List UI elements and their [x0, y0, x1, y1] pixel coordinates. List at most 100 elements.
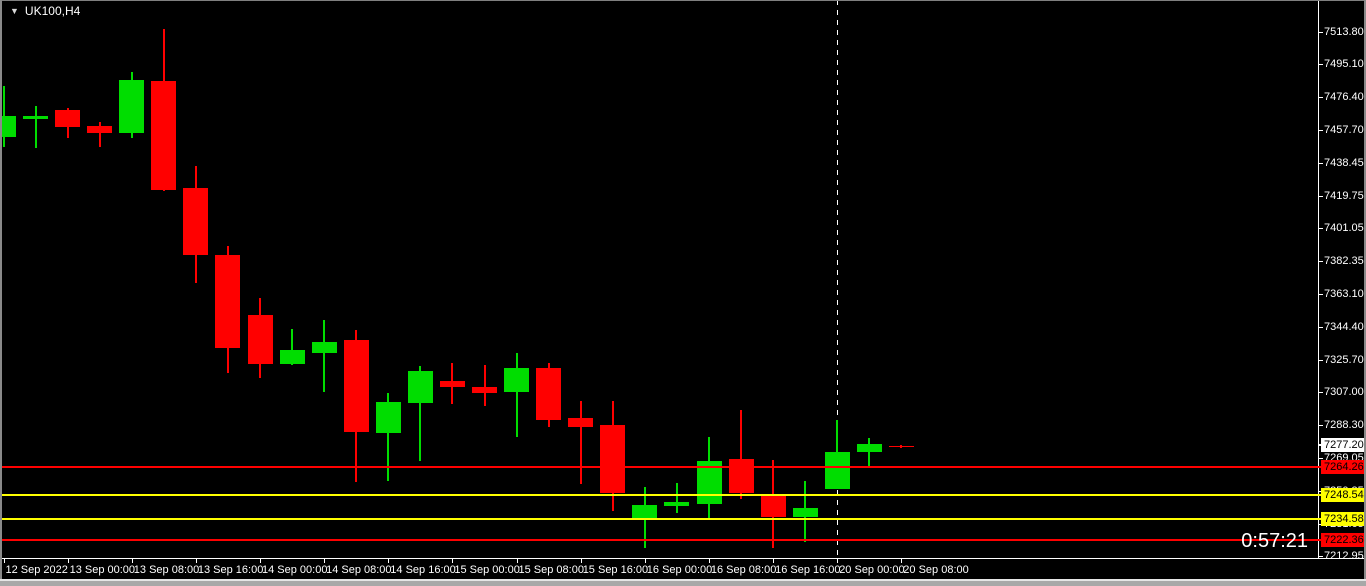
candle-body	[536, 367, 562, 420]
window-border-bottom[interactable]	[0, 579, 1366, 586]
candle-body	[760, 494, 786, 517]
time-tick	[67, 559, 69, 563]
price-tick-label: 7288.30	[1324, 418, 1364, 431]
time-tick	[516, 559, 518, 563]
candle-body	[856, 444, 882, 453]
price-level-line[interactable]	[0, 539, 1318, 542]
price-tick-label: 7457.70	[1324, 123, 1364, 136]
price-line-axis-dash	[1318, 466, 1321, 469]
time-tick-label: 13 Sep 16:00	[197, 564, 264, 576]
symbol-text: UK100,H4	[24, 4, 81, 18]
time-tick-label: 16 Sep 08:00	[710, 564, 777, 576]
candle-wick	[98, 121, 101, 147]
time-tick-label: 16 Sep 00:00	[646, 564, 713, 576]
price-tick	[1319, 359, 1323, 361]
time-tick-label: 14 Sep 00:00	[262, 564, 328, 576]
candle-wick	[34, 106, 37, 149]
time-tick-label: 15 Sep 00:00	[454, 564, 520, 576]
price-tick	[1319, 64, 1323, 66]
candle-body	[568, 418, 594, 427]
candle-body	[632, 505, 658, 520]
current-price-label: 7277.20	[1321, 437, 1366, 452]
time-tick	[324, 559, 326, 563]
candle-wick	[675, 483, 678, 514]
candle-wick	[419, 365, 422, 461]
time-tick-label: 15 Sep 16:00	[582, 564, 649, 576]
price-tick-label: 7495.10	[1324, 58, 1364, 71]
candle-body	[343, 339, 369, 432]
candle-body	[55, 110, 81, 128]
candle-wick	[740, 410, 743, 500]
candle-body	[247, 315, 273, 364]
candle-body	[215, 255, 241, 349]
candle-body	[311, 341, 337, 354]
candle-wick	[515, 353, 518, 438]
candle-body	[279, 349, 305, 364]
price-tick-label: 7401.05	[1324, 222, 1364, 235]
dropdown-triangle-icon: ▼	[10, 6, 19, 16]
time-tick	[644, 559, 646, 563]
candle-body	[87, 126, 113, 133]
price-tick-label: 7212.95	[1324, 550, 1364, 563]
price-tick	[1319, 458, 1323, 460]
candle-body	[728, 459, 754, 494]
time-tick	[837, 559, 839, 563]
price-line-label: 7222.36	[1321, 533, 1366, 548]
time-tick	[3, 559, 5, 563]
time-tick-label: 14 Sep 16:00	[390, 564, 456, 576]
price-level-line[interactable]	[0, 517, 1318, 520]
price-tick	[1319, 31, 1323, 33]
price-tick-label: 7382.35	[1324, 254, 1364, 267]
price-line-axis-dash	[1318, 493, 1321, 496]
price-tick-label: 7344.40	[1324, 321, 1364, 334]
window-border-top	[0, 0, 1366, 1]
candle-body	[664, 502, 690, 506]
time-tick	[901, 559, 903, 563]
candle-body	[439, 380, 465, 388]
price-tick	[1319, 556, 1323, 558]
price-tick	[1319, 294, 1323, 296]
time-tick-label: 12 Sep 2022	[5, 564, 68, 576]
price-tick	[1319, 195, 1323, 197]
time-tick	[708, 559, 710, 563]
candle-body	[472, 387, 498, 394]
period-separator-line	[837, 0, 838, 558]
price-level-line[interactable]	[0, 466, 1318, 469]
window-border-left	[0, 0, 2, 580]
candle-body	[600, 425, 626, 493]
candle-body	[504, 368, 530, 392]
candle-body	[119, 80, 145, 134]
price-line-label: 7248.54	[1321, 487, 1366, 502]
price-tick-label: 7419.75	[1324, 189, 1364, 202]
candle-body	[23, 115, 49, 119]
window-border-right	[1364, 0, 1366, 580]
price-tick	[1319, 96, 1323, 98]
candle-body	[151, 80, 177, 191]
price-axis[interactable]: 7513.80 7495.10 7476.40 7457.70 7438.45 7419.…	[1318, 0, 1366, 562]
time-tick-label: 20 Sep 08:00	[903, 564, 969, 576]
time-axis-line	[0, 558, 1366, 559]
symbol-period-label[interactable]: ▼ UK100,H4	[10, 4, 80, 18]
candle-body	[0, 115, 16, 137]
candle-body	[888, 445, 914, 448]
time-tick	[260, 559, 261, 563]
current-price-axis-dash	[1318, 443, 1321, 446]
time-tick-label: 13 Sep 08:00	[133, 564, 200, 576]
time-axis[interactable]: 12 Sep 2022 13 Sep 00:00 13 Sep 08:00 13 Se…	[0, 558, 1366, 579]
price-level-line[interactable]	[0, 493, 1318, 496]
price-line-axis-dash	[1318, 539, 1321, 542]
time-tick	[195, 559, 197, 563]
time-tick-label: 20 Sep 00:00	[839, 564, 905, 576]
candle-body	[375, 401, 401, 434]
price-tick	[1319, 424, 1323, 426]
price-tick-label: 7307.00	[1324, 386, 1364, 399]
price-tick	[1319, 228, 1323, 230]
time-tick-label: 13 Sep 00:00	[69, 564, 136, 576]
price-tick-label: 7438.45	[1324, 157, 1364, 170]
chart-area[interactable]	[0, 0, 1318, 558]
time-tick-label: 15 Sep 08:00	[518, 564, 584, 576]
time-tick	[773, 559, 775, 563]
candle-wick	[387, 393, 390, 481]
candle-body	[183, 188, 209, 256]
